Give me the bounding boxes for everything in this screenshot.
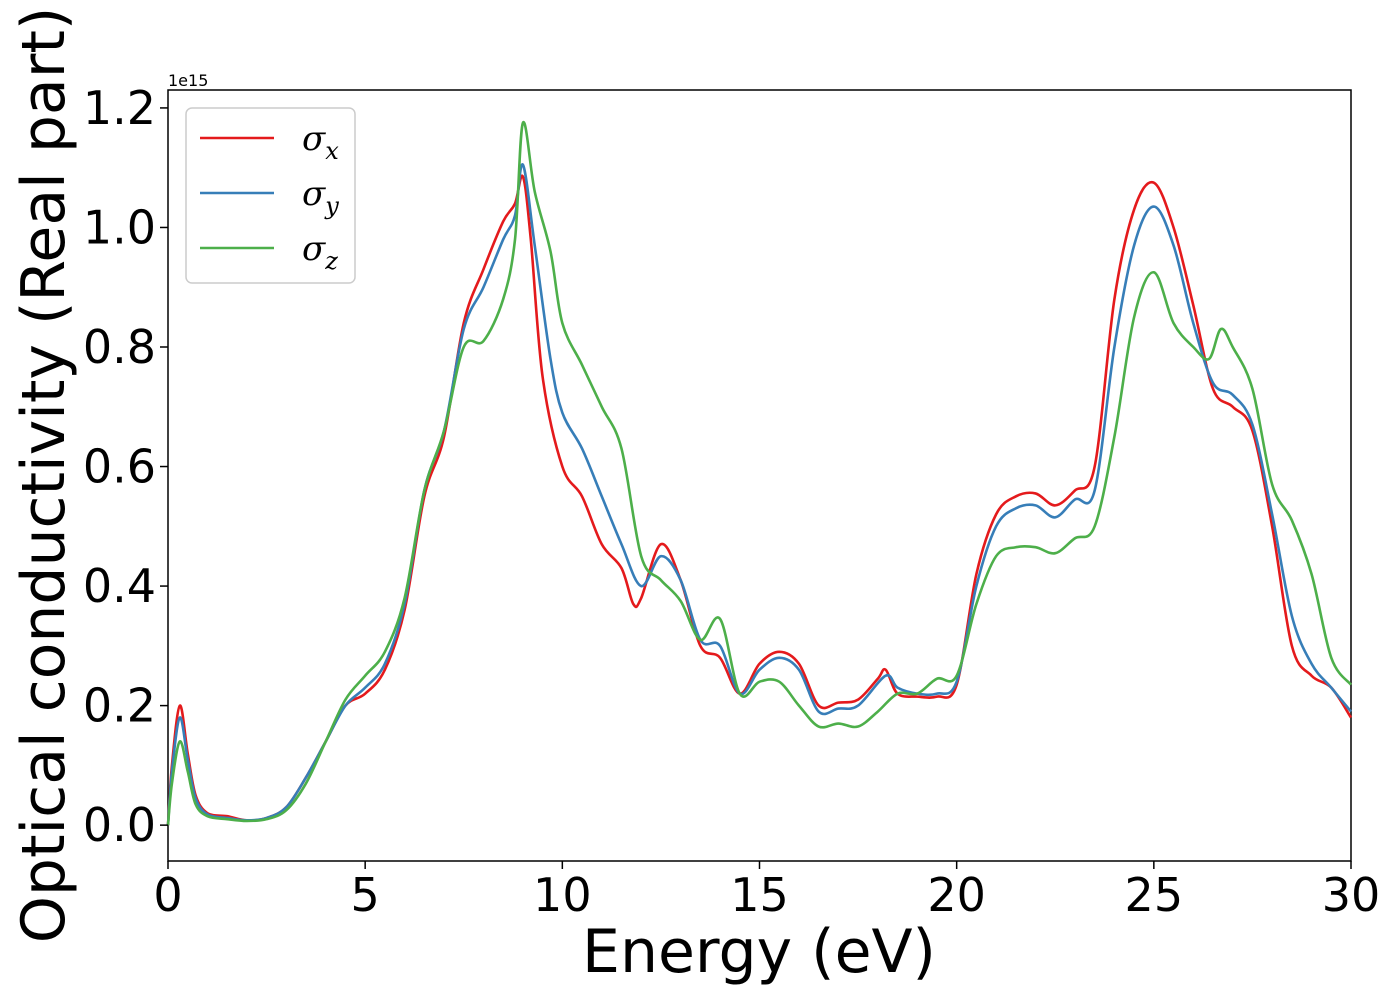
legend-entry-sigma-x-label: σx bbox=[302, 119, 339, 165]
y-tick-label: 0.0 bbox=[83, 798, 156, 852]
legend-entry-sigma-z-label: σz bbox=[302, 229, 338, 275]
y-axis-ticks: 0.0 0.2 0.4 0.6 0.8 1.0 1.2 bbox=[83, 81, 168, 852]
legend: σx σy σz bbox=[185, 107, 356, 284]
x-tick-label: 10 bbox=[533, 868, 592, 922]
x-tick-label: 0 bbox=[153, 868, 182, 922]
x-tick-label: 20 bbox=[927, 868, 986, 922]
x-axis-label: Energy (eV) bbox=[582, 917, 936, 987]
y-offset-label: 1e15 bbox=[168, 71, 208, 90]
x-tick-label: 5 bbox=[351, 868, 380, 922]
series-line-sigma-z bbox=[166, 120, 1353, 826]
legend-frame bbox=[185, 107, 356, 284]
y-tick-label: 0.8 bbox=[83, 320, 156, 374]
y-tick-label: 0.6 bbox=[83, 440, 156, 494]
y-axis-label: Optical conductivity (Real part) bbox=[9, 7, 79, 944]
legend-entry-sigma-y-label: σy bbox=[302, 174, 339, 220]
y-tick-label: 0.2 bbox=[83, 679, 156, 733]
y-tick-label: 0.4 bbox=[83, 559, 156, 613]
y-tick-label: 1.2 bbox=[83, 81, 156, 135]
x-tick-label: 30 bbox=[1322, 868, 1381, 922]
x-axis-ticks: 0 5 10 15 20 25 30 bbox=[153, 861, 1380, 922]
series-lines bbox=[166, 120, 1353, 826]
y-tick-label: 1.0 bbox=[83, 200, 156, 254]
x-tick-label: 25 bbox=[1125, 868, 1184, 922]
x-tick-label: 15 bbox=[730, 868, 789, 922]
